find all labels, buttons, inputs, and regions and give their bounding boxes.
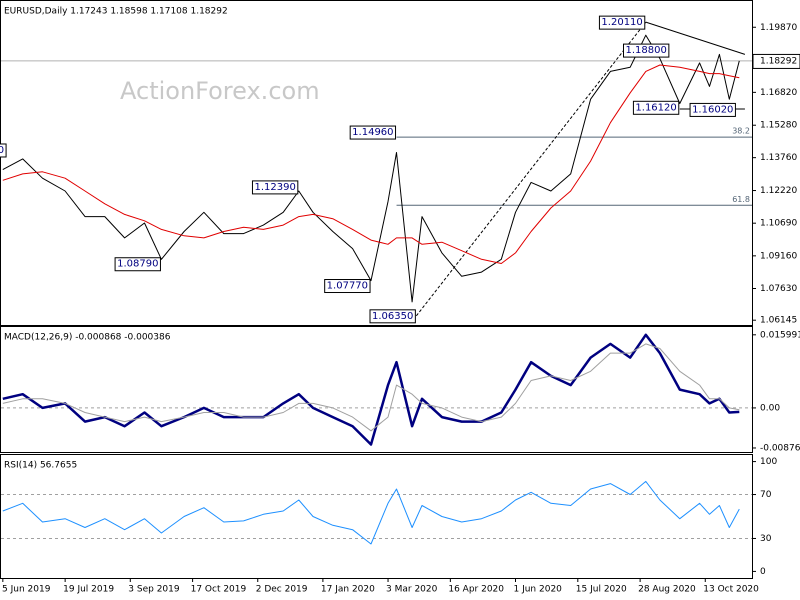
panel-title: RSI(14) 56.7655 [4,461,77,471]
panel-title: EURUSD,Daily 1.17243 1.18598 1.17108 1.1… [4,7,228,17]
annotation-label: 1.18800 [626,45,667,56]
trendline [645,21,746,55]
annotation-box [324,279,371,294]
x-tick-label: 28 Aug 2020 [638,585,696,595]
last-price-label: 1.18292 [760,56,797,66]
y-tick-label: 0.00 [760,403,780,413]
series-line [2,343,740,432]
x-tick-label: 16 Apr 2020 [448,585,504,595]
trendline [415,21,647,317]
series-line [2,64,740,264]
y-tick-label: 100 [760,457,777,467]
annotation-label: 1.14960 [352,127,393,138]
fib-label: 38.2 [732,127,750,136]
y-tick-label: 1.06145 [760,316,797,326]
series-line [2,34,740,303]
annotation-box [369,309,416,324]
y-tick-label: 1.16820 [760,88,797,98]
annotation-label: 1.06350 [372,311,413,322]
annotation-label: 1.16020 [692,104,733,115]
x-tick-label: 5 Jun 2019 [2,585,51,595]
annotation-box [114,257,161,272]
annotation-label: 120 [0,145,4,156]
y-tick-label: 1.10690 [760,219,797,229]
fib-label: 61.8 [732,195,750,204]
x-tick-label: 17 Oct 2019 [191,585,247,595]
x-tick-label: 15 Jul 2020 [576,585,627,595]
annotation-box [349,125,397,140]
x-tick-label: 3 Sep 2019 [128,585,180,595]
y-tick-label: 1.12220 [760,186,797,196]
y-tick-label: 1.15280 [760,121,797,131]
watermark: ActionForex.com [120,77,320,105]
x-tick-label: 19 Jul 2019 [63,585,114,595]
panel-frame [0,0,753,326]
y-tick-label: 1.07630 [760,284,797,294]
annotation-box [689,102,736,117]
series-line [2,333,740,446]
panel-title: MACD(12,26,9) -0.000868 -0.000386 [4,333,171,343]
y-tick-label: 1.09160 [760,251,797,261]
annotation-label: 1.08790 [117,259,158,270]
y-tick-label: 0.015991 [760,330,800,340]
panel-frame [0,326,753,453]
annotation-box [251,180,299,195]
annotation-label: 1.07770 [327,281,368,292]
y-tick-label: 30 [760,534,772,544]
annotation-label: 1.20110 [601,17,642,28]
y-tick-label: 1.13760 [760,153,797,163]
annotation-label: 1.16120 [635,102,676,113]
x-tick-label: 2 Dec 2019 [256,585,308,595]
annotation-label: 1.12390 [254,182,295,193]
x-tick-label: 13 Oct 2020 [703,585,759,595]
y-tick-label: 70 [760,490,772,500]
y-tick-label: 0 [760,567,766,577]
y-tick-label: 1.19870 [760,23,797,33]
annotation-box [598,15,646,30]
annotation-box [632,100,680,115]
series-line [2,480,740,545]
x-tick-label: 17 Jan 2020 [321,585,375,595]
annotation-box [0,143,7,158]
last-price-box [752,53,800,69]
y-tick-label: -0.00876 [760,443,800,453]
x-tick-label: 1 Jun 2020 [513,585,562,595]
x-tick-label: 3 Mar 2020 [386,585,438,595]
annotation-box [623,43,670,58]
panel-frame [0,454,753,579]
